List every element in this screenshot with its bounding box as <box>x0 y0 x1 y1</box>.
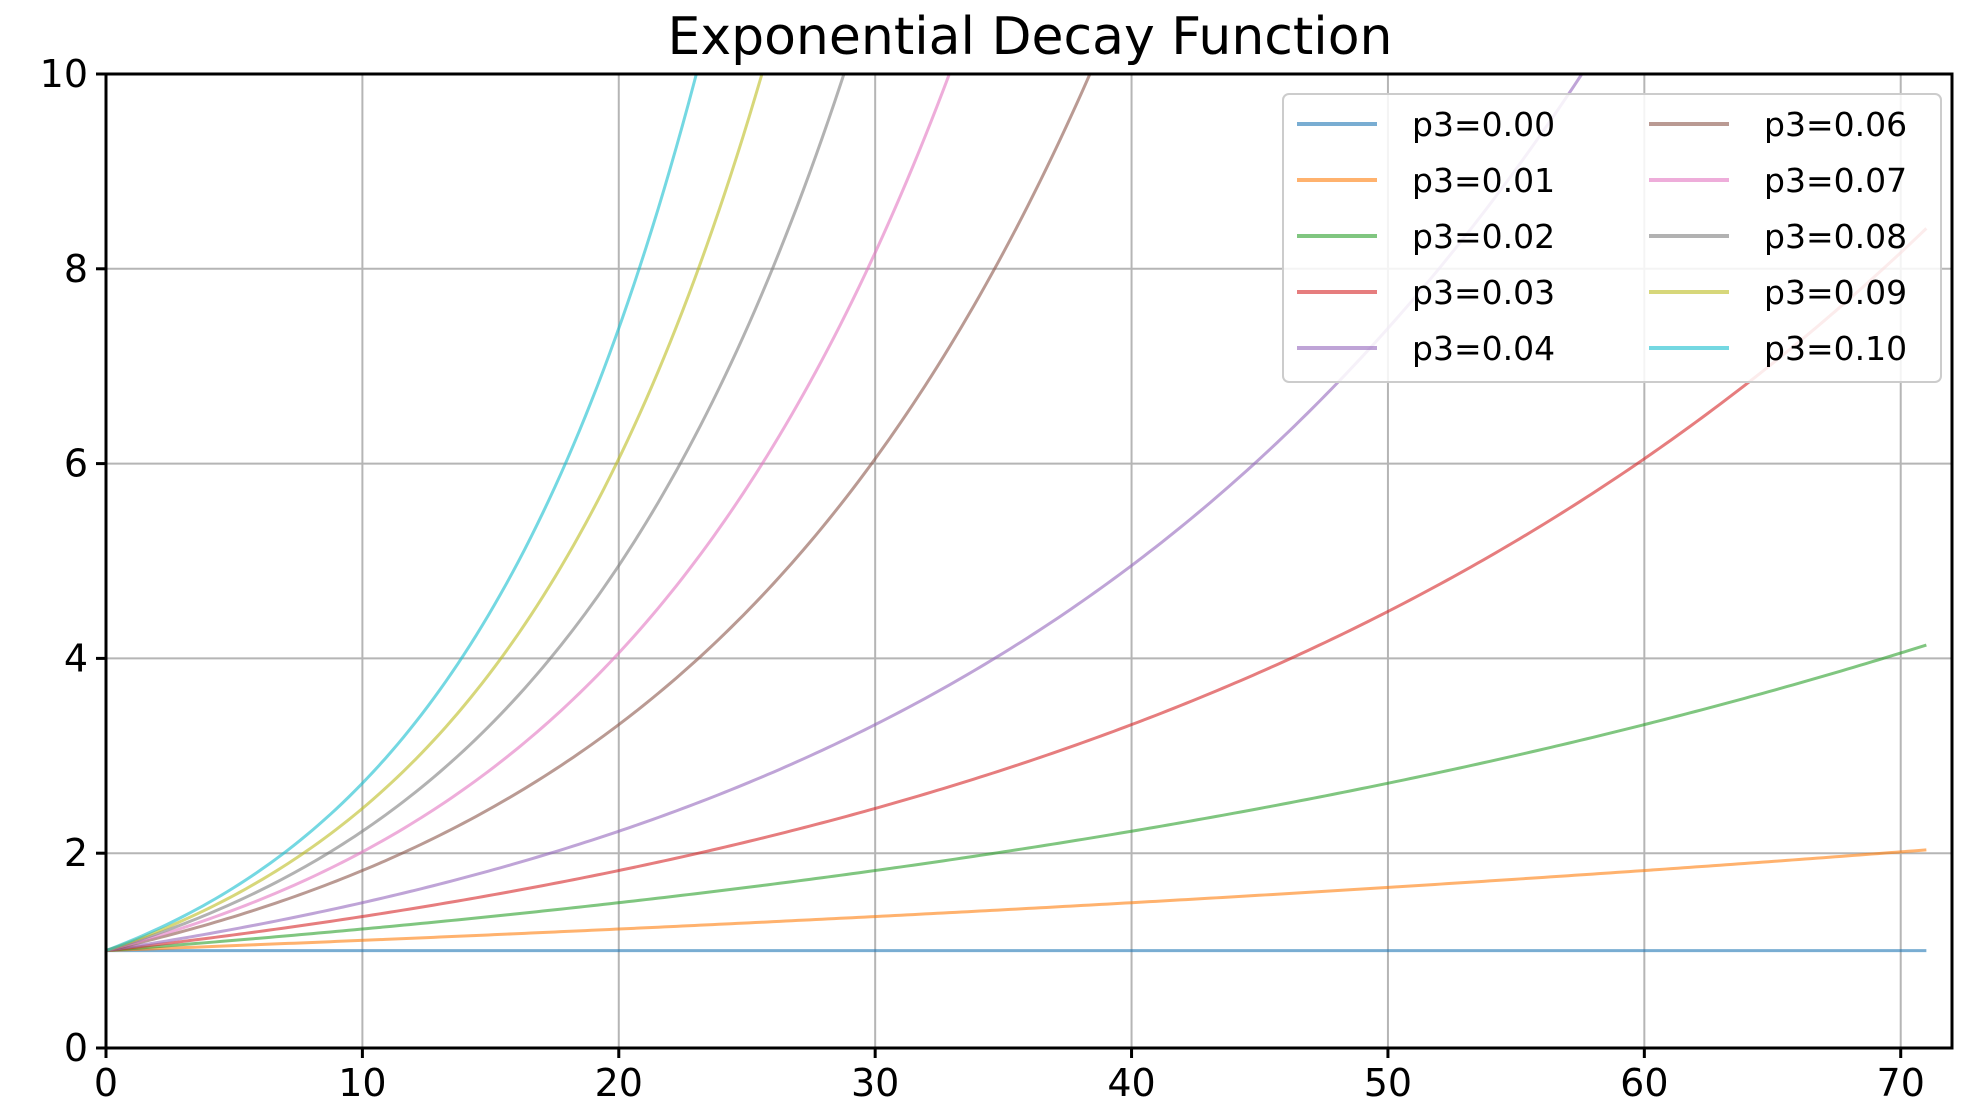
legend-label: p3=0.04 <box>1412 329 1555 368</box>
x-tick-label: 70 <box>1877 1061 1925 1103</box>
x-tick-label: 60 <box>1620 1061 1668 1103</box>
x-tick-label: 10 <box>338 1061 386 1103</box>
series-line-p3-0-04 <box>106 74 1584 953</box>
x-tick-label: 50 <box>1364 1061 1412 1103</box>
y-tick-label: 4 <box>64 636 88 680</box>
x-tick-label: 0 <box>94 1061 118 1103</box>
y-tick-label: 0 <box>64 1026 88 1070</box>
legend-label: p3=0.00 <box>1412 105 1555 144</box>
x-tick-label: 40 <box>1107 1061 1155 1103</box>
series-lines <box>106 74 1928 953</box>
legend-label: p3=0.01 <box>1412 161 1555 200</box>
series-line-p3-0-08 <box>106 74 846 953</box>
series-line-p3-0-01 <box>106 848 1927 953</box>
series-line-p3-0-09 <box>106 74 764 953</box>
y-tick-label: 6 <box>64 442 88 486</box>
series-line-p3-0-06 <box>106 74 1092 953</box>
legend-box <box>1282 93 1942 383</box>
x-tick-label: 20 <box>595 1061 643 1103</box>
y-tick-label: 2 <box>64 831 88 875</box>
legend-label: p3=0.03 <box>1412 273 1555 312</box>
legend-label: p3=0.07 <box>1764 161 1907 200</box>
y-tick-label: 8 <box>64 247 88 291</box>
series-line-p3-0-03 <box>106 227 1928 953</box>
series-line-p3-0-02 <box>106 643 1927 953</box>
legend: p3=0.00 p3=0.01 p3=0.02 p3=0.03 p3=0.04 p3=0.… <box>1282 93 1942 383</box>
plot-frame <box>104 72 1954 1050</box>
series-line-p3-0-10 <box>106 74 698 953</box>
y-tick-label: 10 <box>40 52 88 96</box>
chart-title: Exponential Decay Function <box>667 7 1392 67</box>
series-line-p3-0-07 <box>106 74 951 953</box>
legend-label: p3=0.10 <box>1764 329 1907 368</box>
legend-label: p3=0.08 <box>1764 217 1907 256</box>
axis-ticks: 0 10 20 30 40 50 60 70 0 2 4 6 8 10 <box>40 52 1925 1103</box>
legend-label: p3=0.06 <box>1764 105 1907 144</box>
legend-label: p3=0.02 <box>1412 217 1555 256</box>
x-tick-label: 30 <box>851 1061 899 1103</box>
legend-label: p3=0.09 <box>1764 273 1907 312</box>
